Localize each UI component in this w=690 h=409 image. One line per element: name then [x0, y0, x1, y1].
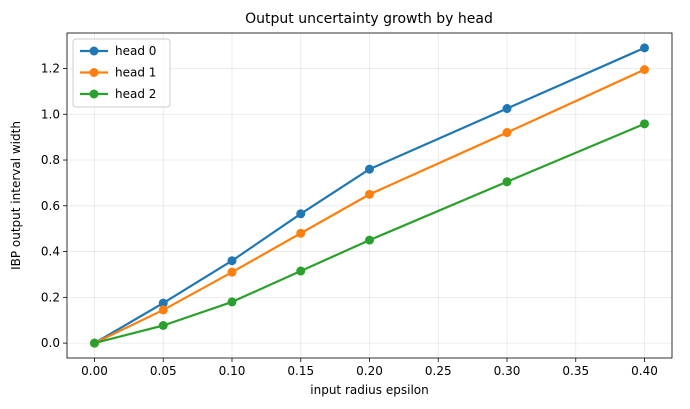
chart-title: Output uncertainty growth by head	[245, 11, 493, 27]
x-axis: 0.00 0.05 0.10 0.15 0.20 0.25 0.30 0.35 0.40	[81, 358, 658, 378]
x-tick-label: 0.25	[425, 364, 452, 378]
y-tick-label: 0.2	[41, 290, 60, 304]
y-tick-label: 0.0	[41, 336, 60, 350]
legend-item[interactable]: head 1	[80, 66, 156, 80]
y-tick-label: 1.0	[41, 107, 60, 121]
x-tick-label: 0.15	[287, 364, 314, 378]
x-tick-label: 0.05	[150, 364, 177, 378]
legend-label: head 1	[115, 66, 156, 80]
data-point	[502, 128, 512, 138]
data-point	[158, 321, 168, 330]
data-point	[640, 65, 649, 75]
y-axis: 0.0 0.2 0.4 0.6 0.8 1.0 1.2	[41, 61, 67, 350]
data-point	[640, 119, 649, 129]
legend-marker	[89, 46, 99, 56]
x-tick-label: 0.40	[631, 364, 658, 378]
data-point	[296, 266, 306, 276]
y-axis-label: IBP output interval width	[9, 121, 23, 270]
y-tick-label: 0.6	[41, 199, 60, 213]
data-point	[640, 43, 649, 53]
grid	[67, 33, 672, 358]
legend-item[interactable]: head 2	[80, 87, 156, 101]
data-point	[502, 104, 512, 114]
data-point	[227, 297, 237, 307]
legend[interactable]: head 0 head 1 head 2	[72, 38, 171, 108]
legend-label: head 2	[115, 87, 156, 101]
x-tick-label: 0.35	[562, 364, 589, 378]
data-point	[227, 256, 237, 266]
y-tick-label: 0.4	[41, 245, 60, 259]
data-point	[502, 177, 512, 187]
x-tick-label: 0.10	[219, 364, 246, 378]
legend-box	[72, 38, 171, 108]
legend-marker	[89, 89, 99, 99]
legend-label: head 0	[115, 44, 156, 58]
data-point	[90, 338, 99, 348]
x-tick-label: 0.00	[81, 364, 108, 378]
series-2	[90, 119, 649, 348]
data-point	[227, 267, 237, 277]
y-tick-label: 1.2	[41, 61, 60, 75]
legend-marker	[89, 68, 99, 77]
data-point	[158, 305, 168, 315]
data-point	[365, 235, 374, 245]
data-point	[158, 298, 168, 308]
x-tick-label: 0.20	[356, 364, 383, 378]
legend-item[interactable]: head 0	[80, 44, 156, 58]
data-point	[296, 209, 306, 219]
y-tick-label: 0.8	[41, 153, 60, 167]
data-point	[296, 228, 306, 238]
data-point	[365, 189, 374, 199]
series-layer	[90, 43, 649, 348]
data-point	[365, 164, 374, 174]
x-tick-label: 0.30	[494, 364, 521, 378]
x-axis-label: input radius epsilon	[310, 383, 428, 397]
